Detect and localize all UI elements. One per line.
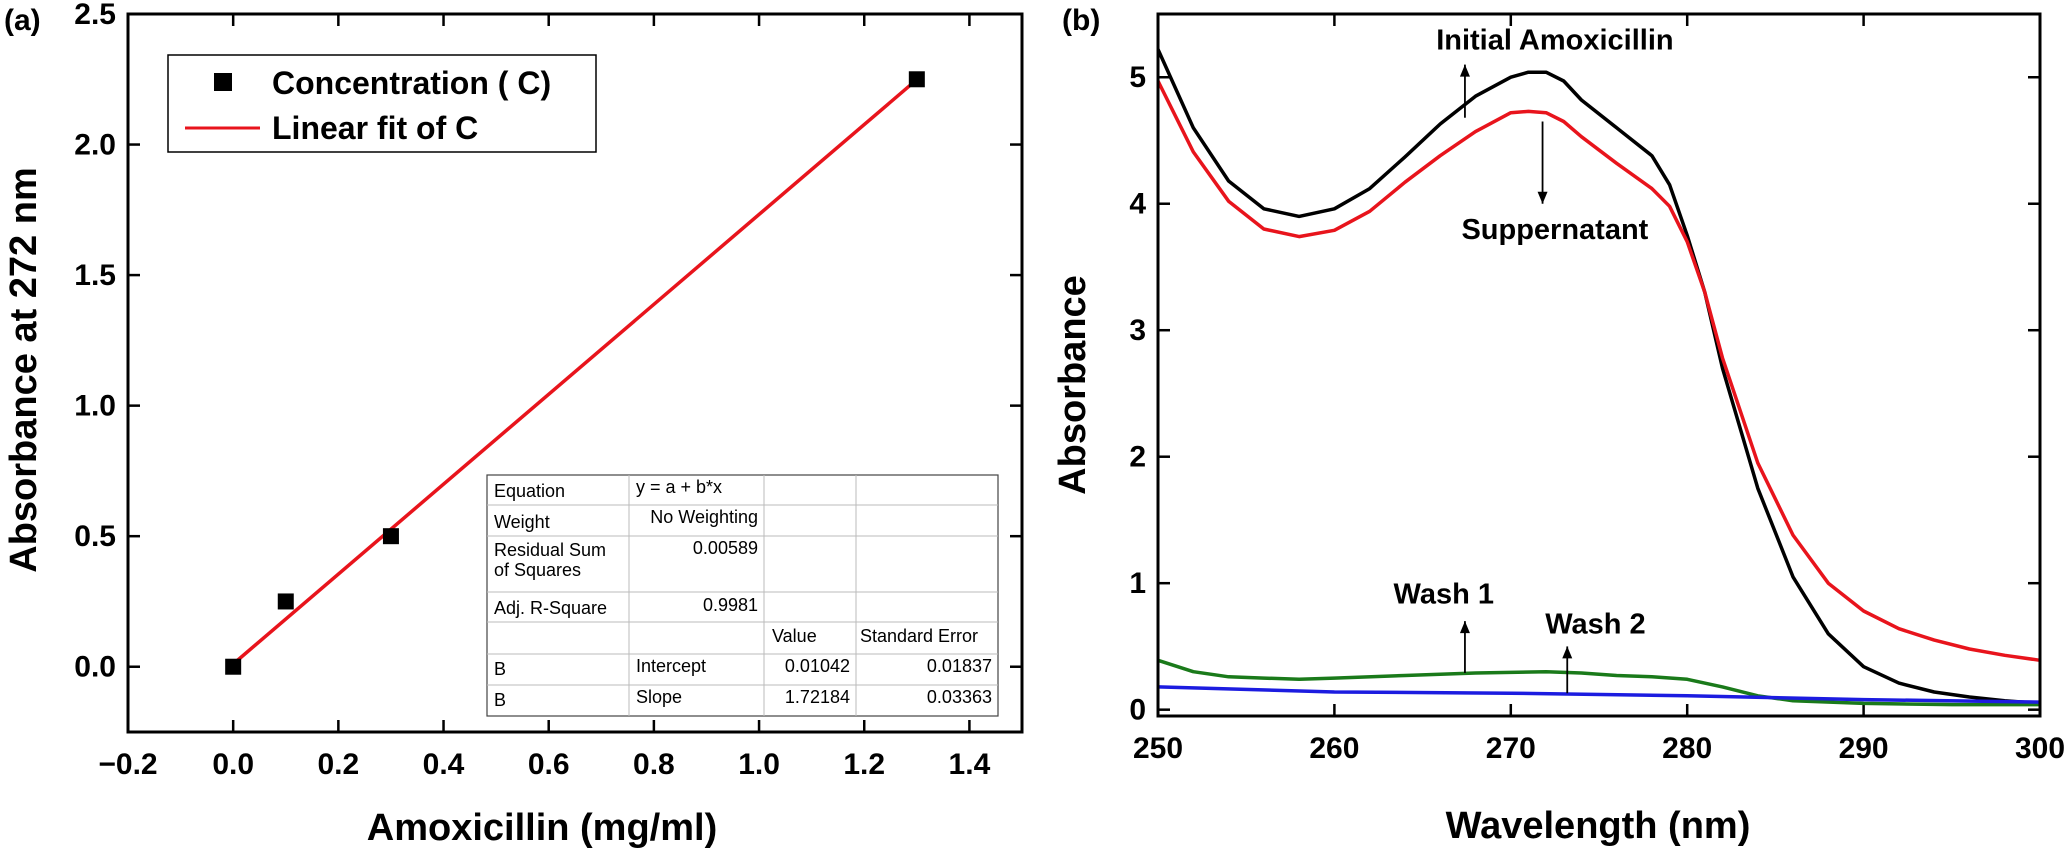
data-point-concentration-c [225, 658, 242, 675]
stats-cell: 0.03363 [927, 687, 992, 707]
stats-table-cells: Equation y = a + b*x Weight No Weighting… [494, 477, 992, 710]
stats-cell: Intercept [636, 656, 706, 676]
annotation-arrowhead-wash-1 [1459, 621, 1470, 634]
x-tick-label: 300 [2015, 732, 2065, 765]
panel-a-x-axis-title: Amoxicillin (mg/ml) [367, 807, 717, 849]
annotation-initial-amoxicillin: Initial Amoxicillin [1436, 24, 1673, 56]
panel-a-plot-area: −0.2 0.0 0.2 0.4 0.6 0.8 1.0 1.2 1.4 0.0 0.5 1.0 1.5… [74, 0, 1024, 781]
x-tick-label: 0.4 [423, 748, 465, 781]
x-tick-label: 260 [1309, 732, 1359, 765]
y-tick-label: 1.0 [74, 390, 116, 423]
annotation-arrowhead-initial-amoxicillin [1459, 64, 1470, 77]
x-tick-label: 0.6 [528, 748, 570, 781]
annotation-arrowhead-wash-2 [1562, 646, 1573, 659]
annotation-arrowhead-suppernatant [1537, 191, 1548, 204]
stats-table-frame [486, 474, 999, 717]
x-tick-label: 0.2 [317, 748, 359, 781]
stats-cell: Value [772, 626, 817, 646]
series-line-linear-fit-of-c [232, 78, 918, 666]
data-point-concentration-c [382, 528, 399, 545]
x-tick-label: 0.8 [633, 748, 675, 781]
x-tick-label: 1.2 [843, 748, 885, 781]
y-tick-label: 4 [1129, 188, 1146, 221]
stats-cell: 0.9981 [703, 595, 758, 615]
fit-statistics-table: Equation y = a + b*x Weight No Weighting… [486, 474, 999, 717]
stats-cell: No Weighting [650, 507, 758, 527]
y-tick-label: 1.5 [74, 259, 116, 292]
x-tick-label: −0.2 [98, 748, 157, 781]
x-tick-label: 1.0 [738, 748, 780, 781]
series-line-suppernatant [1156, 80, 2041, 663]
annotation-wash-2: Wash 2 [1545, 609, 1645, 641]
panel-b-x-axis-title: Wavelength (nm) [1446, 805, 1751, 847]
stats-cell: B [494, 659, 506, 679]
y-tick-label: 3 [1129, 314, 1146, 347]
axes-frame [1156, 12, 2042, 718]
stats-cell: Standard Error [860, 626, 978, 646]
x-tick-label: 1.4 [949, 748, 991, 781]
y-tick-label: 5 [1129, 61, 1146, 94]
panel-b-plot-area: 250 260 270 280 290 300 0 1 2 3 4 5 Initial Amoxicil… [1129, 12, 2065, 765]
stats-cell: 1.72184 [785, 687, 850, 707]
panel-b-label: (b) [1062, 4, 1100, 37]
legend-label-linear-fit: Linear fit of C [272, 110, 478, 146]
y-tick-label: 2.5 [74, 0, 116, 31]
stats-table-gridlines [487, 475, 998, 716]
annotation-suppernatant: Suppernatant [1461, 214, 1648, 246]
legend-marker-square [214, 73, 232, 91]
stats-cell: 0.00589 [693, 538, 758, 558]
y-tick-label: 0.0 [74, 651, 116, 684]
stats-cell: Weight [494, 512, 550, 532]
panel-a-label: (a) [4, 4, 41, 37]
series-line-wash-1 [1157, 658, 2040, 707]
stats-cell: Slope [636, 687, 682, 707]
y-tick-label: 2 [1129, 441, 1146, 474]
series-line-wash-2 [1157, 685, 2041, 704]
x-tick-label: 290 [1839, 732, 1889, 765]
panel-b-uv-spectra: (b) 250 260 270 280 290 300 0 1 2 3 4 5 Initial Amox… [1052, 4, 2065, 847]
x-tick-label: 280 [1662, 732, 1712, 765]
y-tick-label: 0.5 [74, 520, 116, 553]
stats-cell: 0.01837 [927, 656, 992, 676]
stats-cell: 0.01042 [785, 656, 850, 676]
x-tick-label: 250 [1133, 732, 1183, 765]
panel-a-y-axis-title: Absorbance at 272 nm [3, 167, 45, 572]
data-point-concentration-c [277, 593, 294, 610]
axes-frame [126, 12, 1024, 734]
x-tick-label: 0.0 [212, 748, 254, 781]
panel-a-legend: Concentration ( C) Linear fit of C [167, 54, 597, 153]
stats-cell: Residual Sum of Squares [494, 540, 606, 580]
y-tick-label: 0 [1129, 694, 1146, 727]
stats-cell: y = a + b*x [636, 477, 722, 497]
stats-cell: B [494, 690, 506, 710]
legend-label-concentration: Concentration ( C) [272, 65, 551, 101]
annotation-wash-1: Wash 1 [1394, 578, 1494, 610]
y-tick-label: 2.0 [74, 129, 116, 162]
stats-cell: Adj. R-Square [494, 598, 607, 618]
series-line-initial-amoxicillin [1156, 48, 2041, 706]
panel-b-y-axis-title: Absorbance [1052, 275, 1094, 495]
data-point-concentration-c [908, 71, 925, 88]
y-tick-label: 1 [1129, 567, 1146, 600]
panel-a-absorbance-calibration: (a) −0.2 0.0 0.2 0.4 0.6 0.8 1.0 1.2 1.4 0.0 0.5 1.… [3, 0, 1024, 849]
x-tick-label: 270 [1486, 732, 1536, 765]
legend-frame [167, 54, 597, 153]
stats-cell: Equation [494, 481, 565, 501]
